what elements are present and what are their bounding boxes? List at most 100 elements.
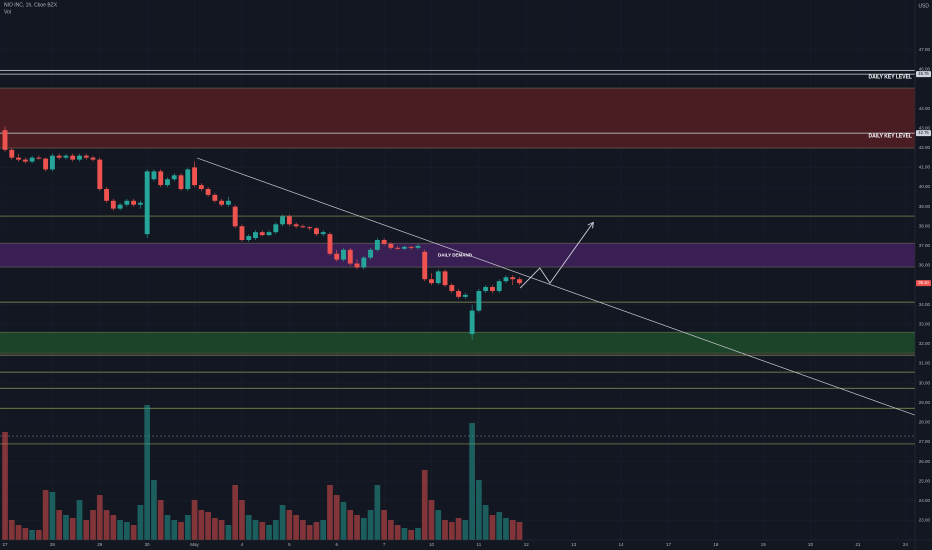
y-tick-label: 29.00 bbox=[919, 400, 931, 405]
volume-bar bbox=[306, 525, 313, 540]
x-tick-label: 6 bbox=[335, 542, 338, 547]
volume-bar bbox=[164, 515, 171, 540]
candle-body bbox=[77, 155, 82, 160]
candle-body bbox=[517, 279, 522, 284]
y-tick-label: 39.00 bbox=[919, 204, 931, 209]
volume-bar bbox=[374, 485, 381, 540]
volume-bar bbox=[218, 520, 225, 540]
volume-bar bbox=[367, 510, 374, 540]
y-tick-label: 41.00 bbox=[919, 165, 931, 170]
zone bbox=[0, 243, 915, 268]
candle-body bbox=[259, 232, 265, 236]
x-tick-label: 5 bbox=[288, 542, 291, 547]
candle-body bbox=[320, 232, 326, 235]
volume-bar bbox=[381, 510, 387, 540]
chart-title: NIO INC, 1h, Cboe BZX bbox=[4, 2, 58, 8]
key-level-label: DAILY KEY LEVEL bbox=[868, 133, 912, 139]
volume-bar bbox=[476, 480, 482, 540]
y-tick-label: 46.00 bbox=[919, 67, 931, 72]
time-axis bbox=[0, 540, 932, 550]
volume-bar bbox=[340, 502, 347, 540]
y-tick-label: 40.00 bbox=[919, 184, 931, 189]
candle-body bbox=[462, 294, 468, 297]
candle-body bbox=[442, 271, 448, 286]
x-tick-label: 29 bbox=[97, 542, 103, 547]
candle-body bbox=[496, 281, 502, 291]
volume-bar bbox=[448, 522, 455, 540]
volume-bar bbox=[388, 520, 394, 540]
price-tag bbox=[916, 71, 931, 78]
y-tick-label: 31.00 bbox=[919, 361, 931, 366]
candle-body bbox=[151, 171, 157, 180]
volume-bar bbox=[49, 492, 56, 540]
x-tick-label: 21 bbox=[855, 542, 861, 547]
y-tick-label: 42.00 bbox=[919, 145, 931, 150]
volume-bar bbox=[245, 515, 252, 540]
volume-bar bbox=[286, 510, 293, 540]
volume-bar bbox=[313, 522, 320, 540]
candle-body bbox=[510, 277, 516, 280]
y-tick-label: 38.00 bbox=[919, 223, 931, 228]
candle-body bbox=[22, 159, 28, 162]
candle-body bbox=[158, 171, 164, 186]
x-tick-label: 12 bbox=[524, 542, 530, 547]
candle-body bbox=[124, 200, 130, 205]
candle-body bbox=[483, 287, 489, 291]
candle-body bbox=[137, 202, 143, 205]
volume-bar bbox=[69, 518, 76, 540]
x-tick-label: 11 bbox=[477, 542, 482, 547]
price-tag-label: 45.76 bbox=[918, 71, 929, 76]
volume-bar bbox=[36, 530, 42, 540]
volume-bar bbox=[90, 510, 96, 540]
arrow-head bbox=[587, 221, 594, 229]
zone bbox=[0, 332, 915, 354]
candle-body bbox=[354, 263, 360, 268]
candle-body bbox=[83, 155, 89, 158]
price-tag-label: 35.10 bbox=[918, 280, 929, 285]
candle-body bbox=[341, 249, 346, 260]
candle-body bbox=[117, 204, 123, 209]
volume-bar bbox=[76, 500, 83, 540]
x-tick-label: 27 bbox=[3, 542, 9, 547]
candle-body bbox=[56, 155, 62, 158]
volume-bar bbox=[191, 500, 198, 540]
volume-bar bbox=[401, 528, 408, 540]
x-tick-label: 28 bbox=[50, 542, 56, 547]
volume-bar bbox=[110, 515, 117, 540]
candle-body bbox=[239, 226, 245, 240]
x-tick-label: 4 bbox=[241, 542, 244, 547]
volume-bar bbox=[157, 500, 164, 540]
candle-body bbox=[90, 157, 96, 160]
volume-bar bbox=[455, 518, 462, 540]
volume-bar bbox=[279, 505, 286, 540]
volume-bar bbox=[394, 525, 401, 540]
volume-bar bbox=[360, 518, 367, 540]
x-tick-label: May bbox=[190, 542, 199, 547]
volume-bar bbox=[8, 520, 15, 540]
x-tick-label: 7 bbox=[383, 542, 386, 547]
volume-bar bbox=[293, 515, 299, 540]
volume-bar bbox=[22, 528, 29, 540]
volume-bar bbox=[117, 520, 123, 540]
y-tick-label: 23.00 bbox=[919, 518, 931, 523]
candle-body bbox=[49, 155, 55, 170]
price-tag-label: 42.75 bbox=[918, 130, 929, 135]
candle-body bbox=[334, 253, 340, 260]
projection bbox=[519, 222, 594, 289]
candle-body bbox=[503, 277, 509, 282]
candle-body bbox=[429, 279, 434, 284]
y-tick-label: 30.00 bbox=[919, 380, 931, 385]
x-tick-label: 19 bbox=[761, 542, 767, 547]
volume-bar bbox=[103, 510, 110, 540]
y-tick-label: 26.00 bbox=[919, 459, 931, 464]
candle-body bbox=[361, 257, 367, 268]
volume-bar bbox=[415, 528, 421, 540]
volume-bar bbox=[252, 520, 259, 540]
candle-body bbox=[212, 194, 218, 201]
candle-body bbox=[110, 200, 116, 209]
volume-bar bbox=[428, 500, 435, 540]
y-tick-label: 43.00 bbox=[919, 125, 931, 130]
volume-bar bbox=[144, 405, 151, 540]
candle-body bbox=[456, 290, 462, 297]
